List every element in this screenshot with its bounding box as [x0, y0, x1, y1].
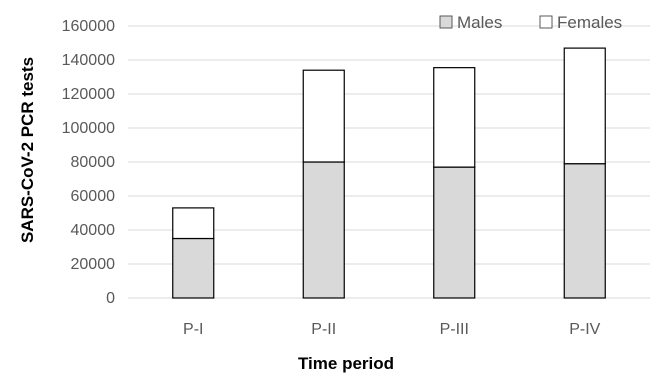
legend-label-females: Females: [557, 13, 622, 32]
bar-males-p-iii: [433, 166, 476, 299]
x-tick-label: P-IV: [569, 321, 600, 338]
legend-swatch-males: [439, 15, 453, 29]
x-tick-label: P-I: [183, 321, 203, 338]
y-tick-label: 40000: [71, 222, 116, 239]
bar-females-p-ii: [302, 69, 345, 163]
bar-females-p-i: [172, 207, 215, 240]
y-tick-label: 120000: [62, 86, 115, 103]
y-tick-label: 0: [106, 290, 115, 307]
y-tick-label: 100000: [62, 120, 115, 137]
bar-males-p-i: [172, 237, 215, 299]
y-axis-title: SARS-CoV-2 PCR tests: [18, 57, 37, 243]
bar-females-p-iv: [563, 47, 606, 165]
x-tick-label: P-III: [440, 321, 469, 338]
gridlines: [128, 25, 650, 299]
bar-females-p-iii: [433, 67, 476, 168]
x-tick-label: P-II: [311, 321, 336, 338]
y-tick-label: 140000: [62, 52, 115, 69]
bar-males-p-ii: [302, 161, 345, 299]
bars: [172, 47, 606, 299]
y-tick-label: 160000: [62, 18, 115, 35]
y-tick-label: 80000: [71, 154, 116, 171]
x-tick-labels: P-I P-II P-III P-IV: [183, 321, 601, 338]
x-axis-title: Time period: [298, 354, 394, 373]
bar-males-p-iv: [563, 163, 606, 299]
y-tick-labels: 0 20000 40000 60000 80000 100000 120000 140000 1…: [62, 18, 115, 307]
legend-swatch-females: [539, 15, 553, 29]
legend-label-males: Males: [457, 13, 502, 32]
legend: Males Females: [439, 13, 622, 32]
y-tick-label: 20000: [71, 256, 116, 273]
y-tick-label: 60000: [71, 188, 116, 205]
